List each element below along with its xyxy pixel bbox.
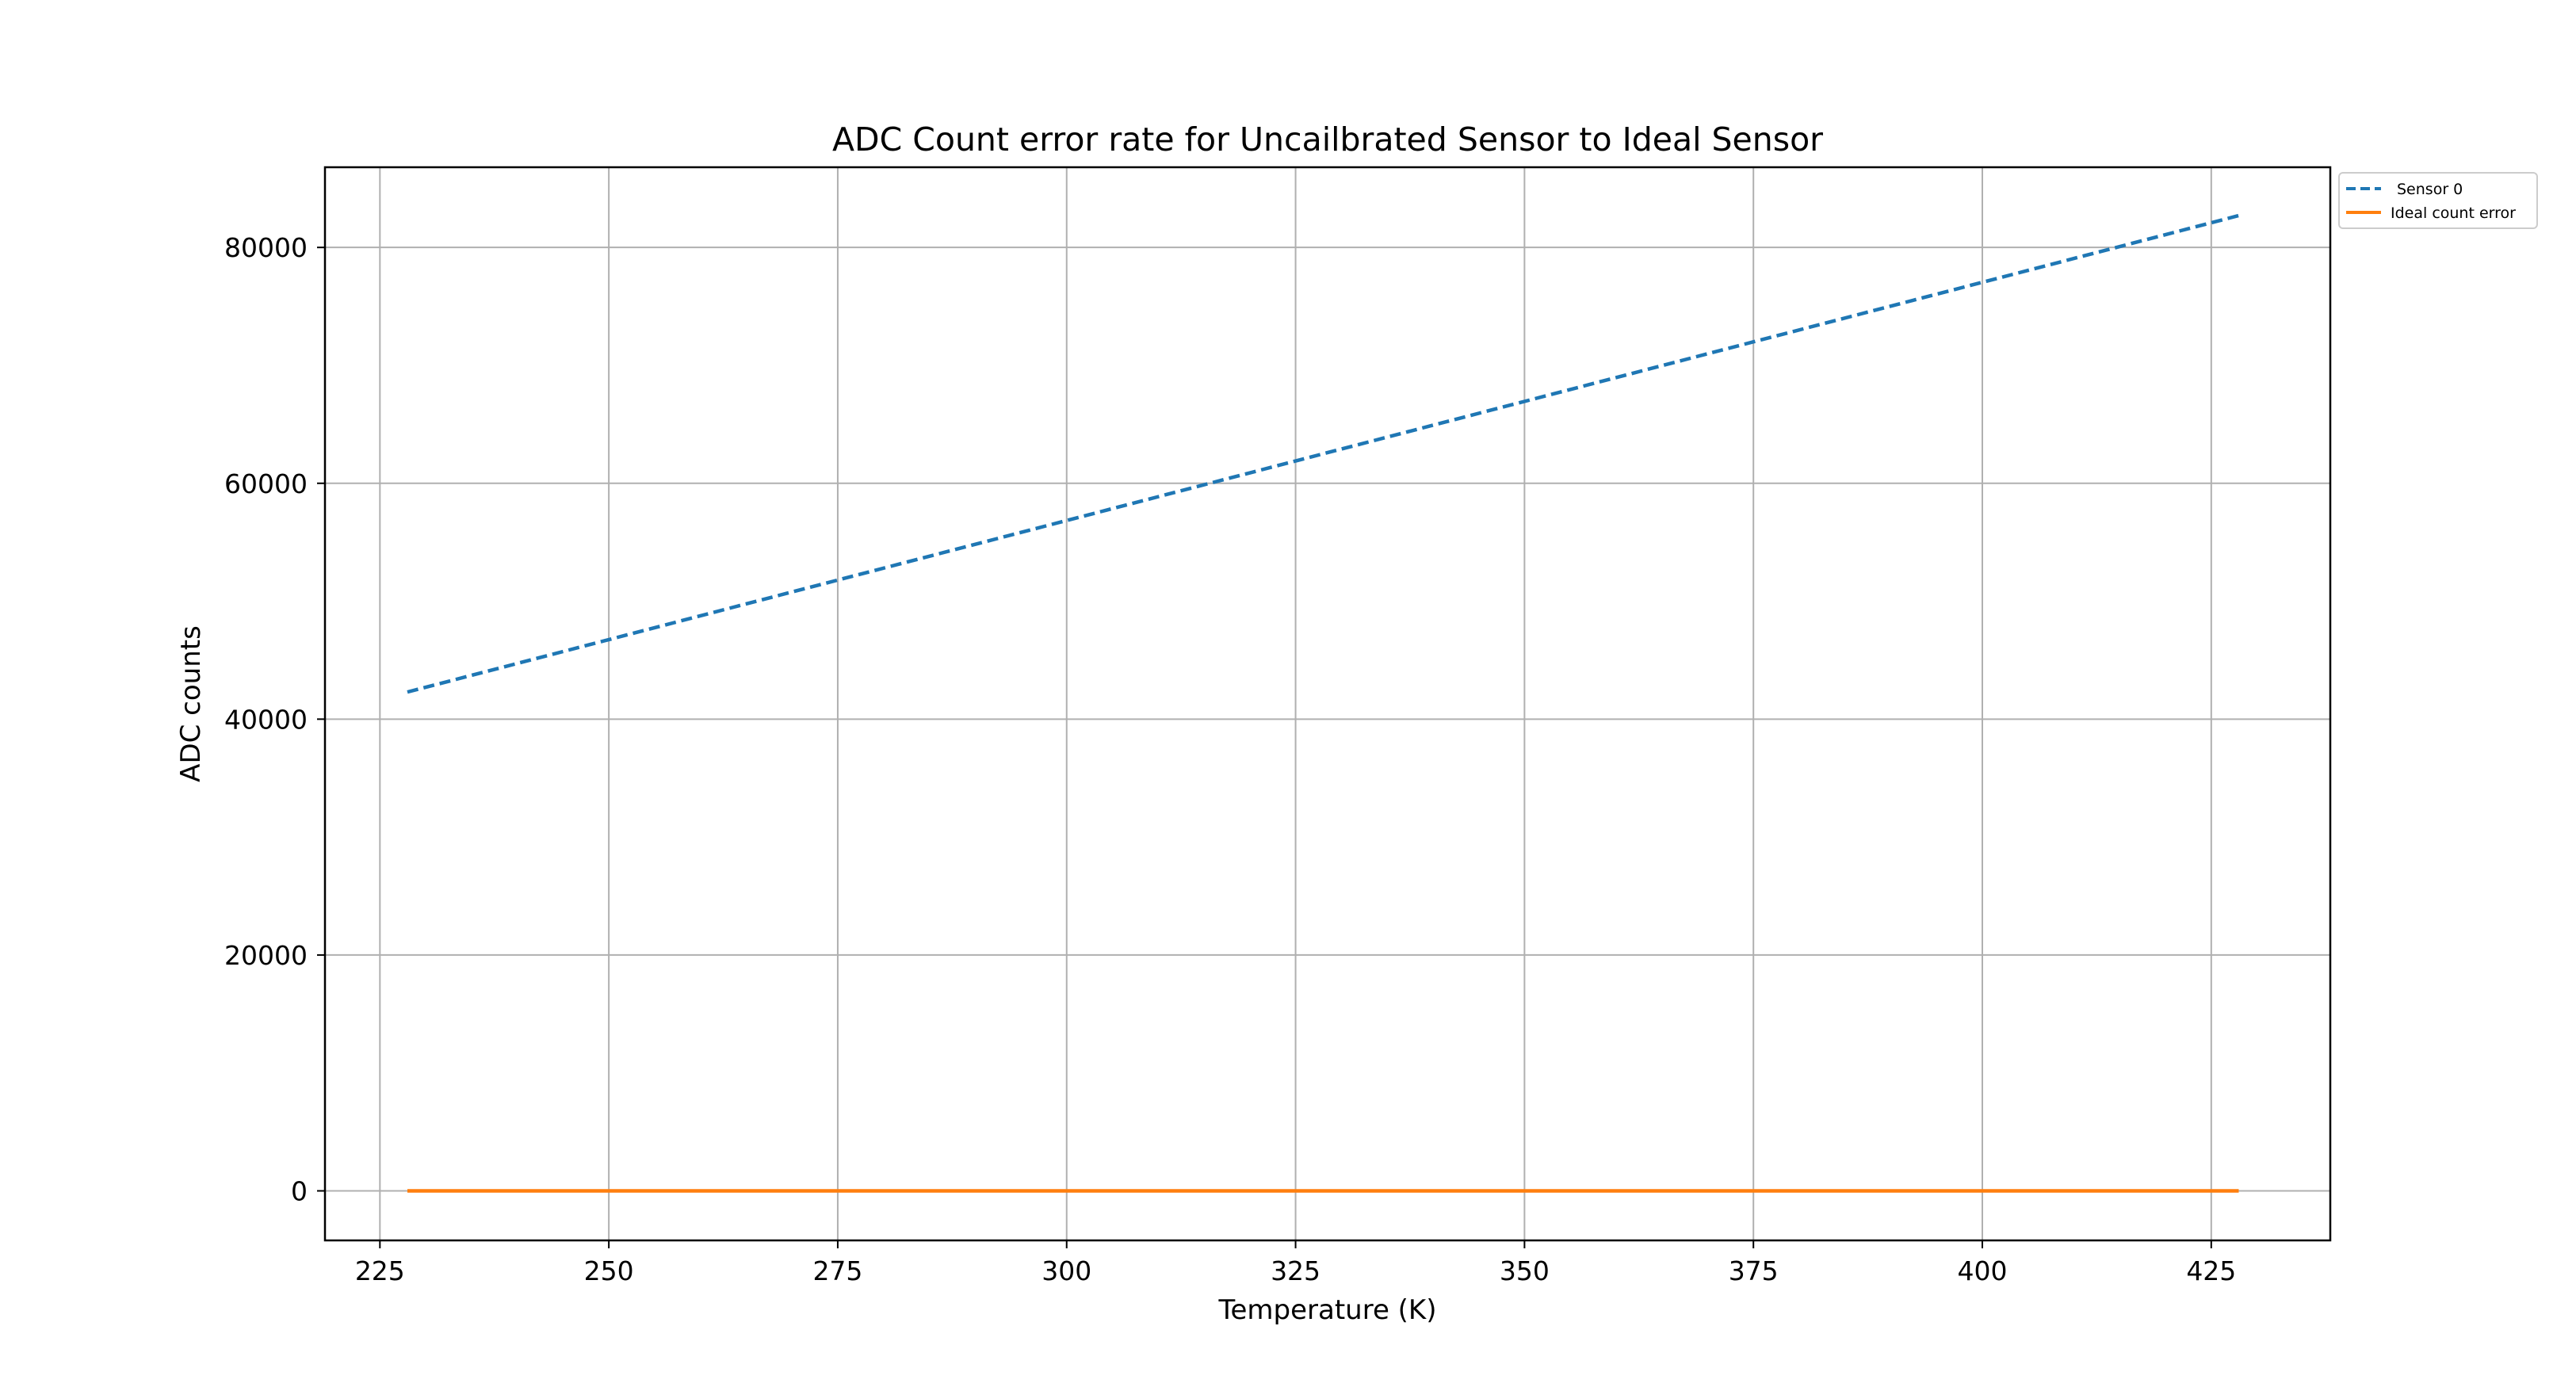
y-tick-label: 20000: [224, 940, 308, 971]
x-tick-label: 325: [1271, 1255, 1320, 1286]
x-axis-label: Temperature (K): [1217, 1294, 1436, 1326]
y-tick-label: 40000: [224, 704, 308, 735]
y-tick-label: 60000: [224, 468, 308, 499]
chart-title: ADC Count error rate for Uncailbrated Se…: [832, 120, 1823, 159]
legend-box: [2338, 172, 2538, 229]
x-tick-label: 400: [1958, 1255, 2008, 1286]
y-tick-label: 0: [291, 1176, 308, 1207]
x-tick-label: 375: [1729, 1255, 1779, 1286]
y-tick-label: 80000: [224, 232, 308, 263]
plot-frame: [323, 166, 2332, 1242]
x-tick-label: 300: [1041, 1255, 1091, 1286]
legend-label-ideal-count-error: Ideal count error: [2391, 204, 2516, 222]
legend-label-sensor-0: Sensor 0: [2397, 181, 2463, 198]
x-tick-label: 275: [812, 1255, 862, 1286]
x-tick-label: 350: [1500, 1255, 1550, 1286]
x-tick-label: 225: [355, 1255, 405, 1286]
y-axis-label: ADC counts: [175, 625, 207, 782]
x-tick-label: 425: [2186, 1255, 2236, 1286]
legend: Sensor 0 Ideal count error: [2338, 172, 2538, 229]
series-lines: [407, 213, 2240, 1193]
axis-ticks: 225 250 275 300 325 350 375 400 425 0 20000 40000 60…: [224, 232, 2236, 1286]
x-tick-label: 250: [584, 1255, 634, 1286]
